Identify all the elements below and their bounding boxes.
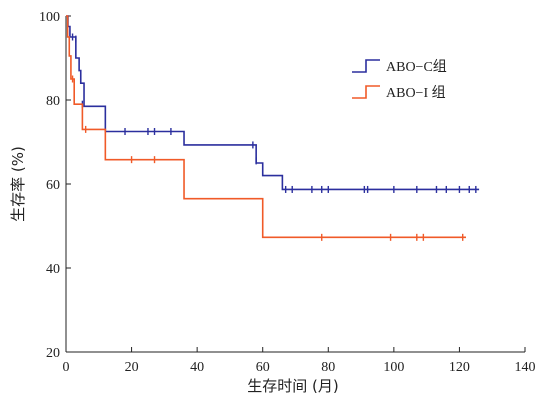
chart-series-layer — [66, 15, 480, 241]
x-tick-label: 0 — [63, 360, 70, 375]
series-group-2 — [66, 15, 466, 241]
x-axis-title: 生存时间 (月) — [247, 377, 338, 395]
x-tick-label: 60 — [256, 360, 270, 375]
legend-label-1: ABO−C组 — [386, 59, 447, 75]
legend-item-1: ABO−C组 — [352, 59, 447, 75]
y-tick-label: 60 — [46, 178, 60, 193]
series-line-1 — [66, 15, 480, 191]
y-tick-label: 20 — [46, 346, 60, 361]
legend-item-2: ABO−I 组 — [352, 85, 446, 101]
series-group-1 — [66, 15, 480, 193]
x-tick-label: 20 — [125, 360, 139, 375]
legend-swatch-2 — [352, 85, 380, 99]
legend: ABO−C组 ABO−I 组 — [352, 59, 447, 101]
y-axis-title: 生存率 (%) — [9, 146, 27, 222]
y-tick-label: 40 — [46, 262, 60, 277]
x-tick-label: 140 — [515, 360, 536, 375]
y-tick-label: 80 — [46, 94, 60, 109]
x-tick-label: 120 — [449, 360, 470, 375]
x-tick-label: 80 — [321, 360, 335, 375]
x-tick-label: 40 — [190, 360, 204, 375]
y-tick-label: 100 — [39, 10, 60, 25]
legend-label-2: ABO−I 组 — [386, 85, 446, 101]
legend-swatch-1 — [352, 59, 380, 73]
x-tick-label: 100 — [383, 360, 404, 375]
series-line-2 — [66, 15, 466, 239]
